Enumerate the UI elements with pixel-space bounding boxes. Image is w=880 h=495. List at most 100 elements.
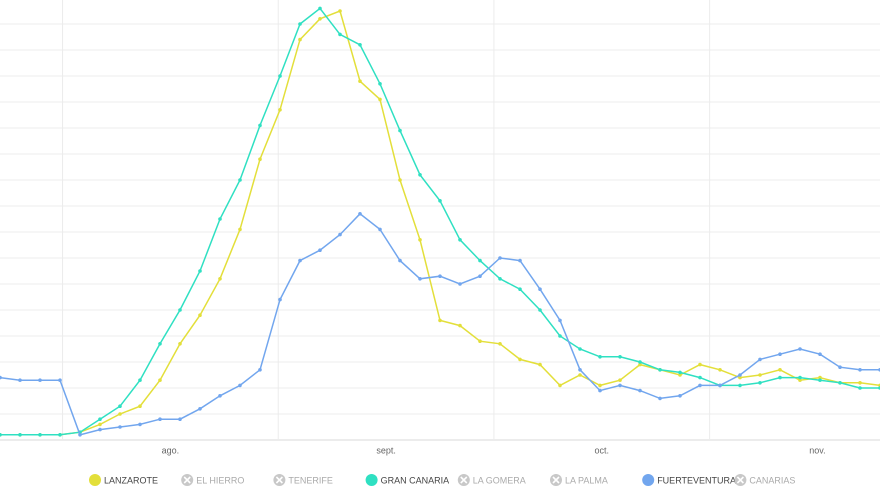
series-line — [0, 212, 880, 436]
data-point — [238, 178, 242, 182]
data-point — [218, 217, 222, 221]
data-point — [418, 173, 422, 177]
data-point — [318, 6, 322, 11]
data-point — [158, 378, 162, 383]
data-point — [158, 417, 162, 422]
data-point — [858, 381, 862, 385]
data-point — [638, 362, 642, 367]
data-point — [38, 433, 42, 437]
data-point — [198, 407, 202, 411]
legend-item[interactable]: GRAN CANARIA — [365, 474, 450, 486]
legend-item[interactable]: TENERIFE — [273, 474, 333, 486]
data-point — [838, 381, 842, 385]
data-point — [778, 368, 782, 372]
data-point — [818, 375, 822, 380]
data-point — [518, 357, 522, 362]
data-point — [438, 318, 442, 323]
data-point — [438, 199, 442, 203]
data-point — [198, 269, 202, 273]
data-point — [798, 375, 802, 380]
data-point — [538, 287, 542, 292]
legend-swatch — [365, 474, 378, 486]
data-point — [638, 388, 642, 393]
data-point — [138, 404, 142, 409]
data-point — [318, 248, 322, 252]
data-point — [798, 378, 802, 383]
data-point — [738, 375, 742, 380]
data-point — [358, 79, 362, 83]
data-point — [858, 368, 862, 372]
data-point — [258, 157, 262, 161]
data-point — [378, 227, 382, 232]
data-point — [698, 362, 702, 367]
data-point — [518, 258, 522, 263]
legend-label: LA PALMA — [565, 475, 608, 485]
data-point — [598, 388, 602, 393]
data-point — [378, 97, 382, 102]
legend-item[interactable]: LA PALMA — [550, 474, 608, 486]
data-point — [238, 227, 242, 232]
legend-label: GRAN CANARIA — [381, 475, 450, 485]
data-point — [238, 383, 242, 388]
legend-hidden-icon — [183, 476, 191, 484]
data-point — [58, 378, 62, 383]
data-point — [458, 238, 462, 242]
x-tick-label: oct. — [595, 445, 610, 455]
data-point — [658, 396, 662, 401]
data-point — [778, 352, 782, 357]
data-point — [758, 357, 762, 362]
data-point — [158, 342, 162, 346]
data-point — [278, 74, 282, 78]
data-point — [558, 334, 562, 338]
legend-item[interactable]: FUERTEVENTURA — [642, 474, 736, 486]
legend-label: FUERTEVENTURA — [657, 475, 736, 485]
data-point — [278, 108, 282, 112]
data-point — [18, 433, 22, 437]
data-point — [678, 394, 682, 398]
data-point — [378, 82, 382, 86]
data-point — [618, 383, 622, 388]
data-point — [558, 318, 562, 323]
data-point — [538, 308, 542, 312]
data-point — [718, 368, 722, 372]
legend-hidden-icon — [460, 476, 468, 484]
legend-item[interactable]: LANZAROTE — [89, 474, 158, 486]
data-point — [298, 22, 302, 26]
data-point — [78, 433, 82, 437]
data-point — [58, 433, 62, 437]
legend-label: LA GOMERA — [473, 475, 526, 485]
data-point — [278, 297, 282, 302]
data-point — [478, 339, 482, 344]
data-point — [98, 427, 102, 432]
data-point — [338, 32, 342, 37]
legend-item[interactable]: LA GOMERA — [457, 474, 526, 486]
data-point — [418, 238, 422, 242]
data-point — [398, 178, 402, 182]
data-point — [578, 373, 582, 377]
data-point — [558, 383, 562, 388]
data-point — [338, 9, 342, 13]
data-point — [578, 347, 582, 351]
data-point — [118, 425, 122, 429]
data-point — [498, 256, 502, 260]
data-point — [318, 17, 322, 21]
series-line — [0, 7, 880, 436]
data-point — [298, 258, 302, 263]
data-point — [758, 373, 762, 377]
data-point — [398, 258, 402, 263]
data-point — [478, 258, 482, 263]
legend-hidden-icon — [275, 476, 283, 484]
data-point — [738, 383, 742, 388]
data-point — [678, 370, 682, 375]
data-point — [458, 323, 462, 328]
legend-label: TENERIFE — [288, 475, 333, 485]
x-tick-label: sept. — [376, 445, 396, 455]
legend-item[interactable]: EL HIERRO — [181, 474, 244, 486]
legend-label: LANZAROTE — [104, 475, 158, 485]
data-point — [678, 373, 682, 377]
data-point — [258, 123, 262, 128]
data-point — [118, 404, 122, 409]
data-point — [138, 422, 142, 427]
legend-item[interactable]: CANARIAS — [734, 474, 795, 486]
x-tick-label: nov. — [809, 445, 825, 455]
